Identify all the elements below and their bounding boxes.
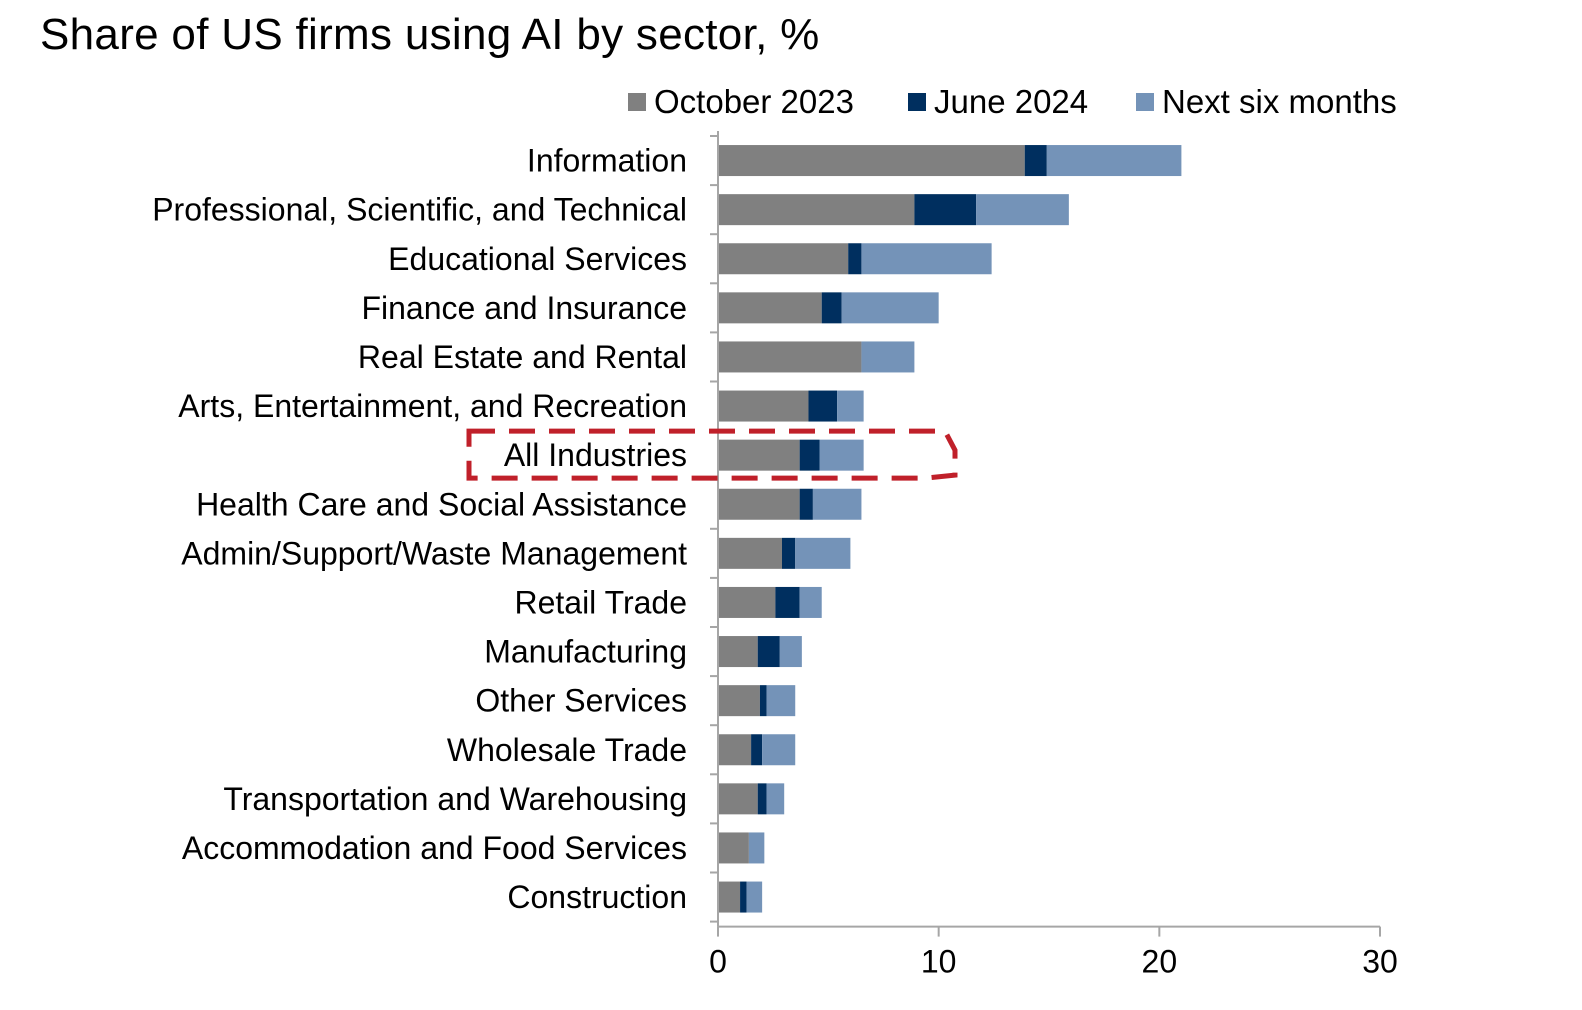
category-label-other-services: Other Services (475, 683, 687, 719)
bar-next-six-months-real-estate-and-rental (861, 341, 915, 373)
bar-june-2024-other-services (759, 685, 767, 717)
bar-june-2024-retail-trade (775, 586, 800, 618)
bar-next-six-months-professional-scientific-and-technical (976, 194, 1069, 226)
bar-next-six-months-finance-and-insurance (841, 292, 939, 324)
category-label-retail-trade: Retail Trade (514, 584, 687, 620)
category-label-arts-entertainment-and-recreation: Arts, Entertainment, and Recreation (178, 388, 687, 424)
category-label-health-care-and-social-assistance: Health Care and Social Assistance (196, 486, 687, 522)
bar-october-2023-admin-support-waste-management (718, 537, 782, 569)
legend-label-june-2024: June 2024 (934, 83, 1088, 120)
bar-next-six-months-retail-trade (799, 586, 822, 618)
bar-october-2023-health-care-and-social-assistance (718, 488, 800, 520)
category-label-transportation-and-warehousing: Transportation and Warehousing (223, 781, 687, 817)
bar-june-2024-admin-support-waste-management (781, 537, 796, 569)
category-label-real-estate-and-rental: Real Estate and Rental (358, 339, 687, 375)
bar-next-six-months-health-care-and-social-assistance (812, 488, 862, 520)
bar-october-2023-manufacturing (718, 636, 758, 668)
legend-swatch-next-six-months (1136, 93, 1154, 111)
bar-october-2023-arts-entertainment-and-recreation (718, 390, 809, 422)
bar-next-six-months-accommodation-and-food-services (748, 832, 765, 864)
bar-june-2024-information (1024, 145, 1047, 177)
highlight-group (466, 428, 958, 481)
category-label-manufacturing: Manufacturing (484, 634, 687, 670)
bar-october-2023-all-industries (718, 439, 800, 471)
bar-june-2024-educational-services (848, 243, 862, 275)
bar-june-2024-health-care-and-social-assistance (799, 488, 813, 520)
legend-label-next-six-months: Next six months (1162, 83, 1397, 120)
category-label-educational-services: Educational Services (388, 241, 687, 277)
bar-next-six-months-arts-entertainment-and-recreation (837, 390, 864, 422)
bar-june-2024-professional-scientific-and-technical (914, 194, 977, 226)
bar-next-six-months-wholesale-trade (762, 734, 796, 766)
bar-next-six-months-all-industries (819, 439, 864, 471)
bar-june-2024-construction (740, 881, 747, 913)
bars-group (718, 145, 1182, 913)
bar-next-six-months-admin-support-waste-management (795, 537, 851, 569)
bar-next-six-months-educational-services (861, 243, 992, 275)
bar-october-2023-wholesale-trade (718, 734, 752, 766)
category-label-accommodation-and-food-services: Accommodation and Food Services (182, 830, 687, 866)
bar-october-2023-finance-and-insurance (718, 292, 822, 324)
chart-title: Share of US firms using AI by sector, % (40, 10, 820, 59)
bar-june-2024-wholesale-trade (751, 734, 763, 766)
legend-label-october-2023: October 2023 (654, 83, 854, 120)
highlight-dashed-box (466, 428, 958, 481)
category-label-finance-and-insurance: Finance and Insurance (361, 290, 687, 326)
bar-june-2024-all-industries (799, 439, 820, 471)
bar-next-six-months-information (1046, 145, 1182, 177)
category-label-information: Information (527, 143, 687, 179)
bar-october-2023-retail-trade (718, 586, 776, 618)
x-tick-label-30: 30 (1362, 944, 1398, 980)
bar-october-2023-transportation-and-warehousing (718, 783, 758, 815)
x-tick-label-20: 20 (1142, 944, 1178, 980)
bar-next-six-months-construction (746, 881, 763, 913)
bar-next-six-months-transportation-and-warehousing (766, 783, 785, 815)
legend-swatch-june-2024 (908, 93, 926, 111)
bar-october-2023-construction (718, 881, 741, 913)
legend: October 2023 June 2024 Next six months (628, 83, 1397, 120)
bar-june-2024-arts-entertainment-and-recreation (808, 390, 838, 422)
y-axis: Information Professional, Scientific, and… (152, 131, 719, 927)
x-tick-label-10: 10 (921, 944, 957, 980)
bar-june-2024-finance-and-insurance (821, 292, 842, 324)
bar-june-2024-manufacturing (757, 636, 780, 668)
category-label-professional-scientific-and-technical: Professional, Scientific, and Technical (152, 192, 687, 228)
bar-october-2023-professional-scientific-and-technical (718, 194, 915, 226)
bar-october-2023-accommodation-and-food-services (718, 832, 749, 864)
bar-october-2023-information (718, 145, 1025, 177)
bar-next-six-months-other-services (766, 685, 796, 717)
bar-next-six-months-manufacturing (779, 636, 802, 668)
legend-swatch-october-2023 (628, 93, 646, 111)
category-label-admin-support-waste-management: Admin/Support/Waste Management (181, 535, 687, 571)
x-axis: 0 10 20 30 (709, 925, 1398, 980)
x-tick-label-0: 0 (709, 944, 727, 980)
category-label-wholesale-trade: Wholesale Trade (447, 732, 687, 768)
bar-october-2023-real-estate-and-rental (718, 341, 862, 373)
bar-june-2024-transportation-and-warehousing (757, 783, 767, 815)
bar-october-2023-educational-services (718, 243, 849, 275)
bar-october-2023-other-services (718, 685, 760, 717)
category-label-all-industries: All Industries (504, 437, 687, 473)
category-label-construction: Construction (507, 879, 687, 915)
